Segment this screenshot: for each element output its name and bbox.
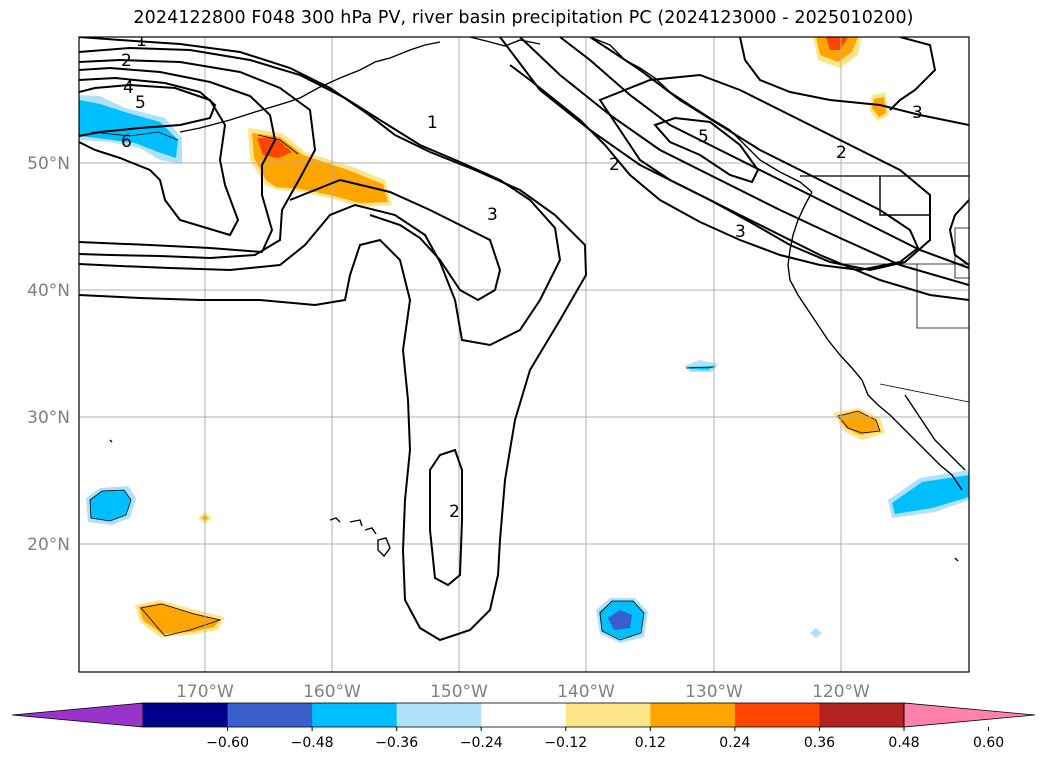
contour-label: 2 [449,502,460,522]
contour-label: 5 [698,127,709,147]
latitude-axis: 50°N 40°N 30°N 20°N [27,154,70,555]
colorbar-bin [396,703,482,727]
lon-label-160w: 160°W [303,682,361,702]
contour-label: 1 [136,31,147,51]
colorbar-tick-label: −0.12 [544,735,587,751]
colorbar-tick-label: −0.60 [206,735,249,751]
contour-label: 2 [836,143,847,163]
contour-label: 2 [609,155,620,175]
lon-label-130w: 130°W [685,682,743,702]
colorbar-tick-label: 0.36 [804,735,835,751]
contour-label: 5 [135,93,146,113]
lat-label-30n: 30°N [27,408,70,428]
colorbar-tick-label: 0.48 [888,735,919,751]
lat-label-40n: 40°N [27,281,70,301]
contour-label: 3 [487,205,498,225]
colorbar-tick-label: 0.60 [973,735,1004,751]
colorbar-bin [565,703,651,727]
colorbar-bin [650,703,736,727]
colorbar-bin [227,703,313,727]
colorbar-bin [481,703,567,727]
lat-label-20n: 20°N [27,535,70,555]
graticule [79,37,969,672]
colorbar-tick-label: 0.12 [635,735,666,751]
pv-contours [79,37,969,642]
colorbar-tick-label: −0.48 [291,735,334,751]
longitude-axis: 170°W 160°W 150°W 140°W 130°W 120°W [176,682,870,702]
colorbar-bin [734,703,820,727]
lon-label-140w: 140°W [557,682,615,702]
map-frame [78,36,970,673]
contour-labels: 1 2 4 5 6 1 2 3 3 2 5 3 2 [121,31,923,522]
contour-label: 3 [912,103,923,123]
colorbar-bin [819,703,905,727]
precipitation-outlines [89,131,881,641]
map-title: 2024122800 F048 300 hPa PV, river basin … [133,8,914,28]
lon-label-170w: 170°W [176,682,234,702]
colorbar-bin [312,703,398,727]
lon-label-150w: 150°W [430,682,488,702]
lat-label-50n: 50°N [27,154,70,174]
colorbar-tick-label: 0.24 [719,735,750,751]
lon-label-120w: 120°W [812,682,870,702]
colorbar-tick-label: −0.36 [375,735,418,751]
colorbar-extend-high [903,702,1036,728]
contour-label: 2 [121,51,132,71]
colorbar-bin [143,703,229,727]
contour-label: 4 [123,78,134,98]
colorbar-tick-label: −0.24 [460,735,503,751]
map-area [79,37,969,672]
precipitation-shading [79,37,969,643]
colorbar-extend-low [11,702,144,728]
colorbar-outline [142,702,905,728]
contour-label: 6 [121,132,132,152]
contour-label: 3 [735,222,746,242]
contour-label: 1 [427,113,438,133]
colorbar: −0.60 −0.48 −0.36 −0.24 −0.12 0.12 0.24 0.36 0.4… [11,702,1036,751]
